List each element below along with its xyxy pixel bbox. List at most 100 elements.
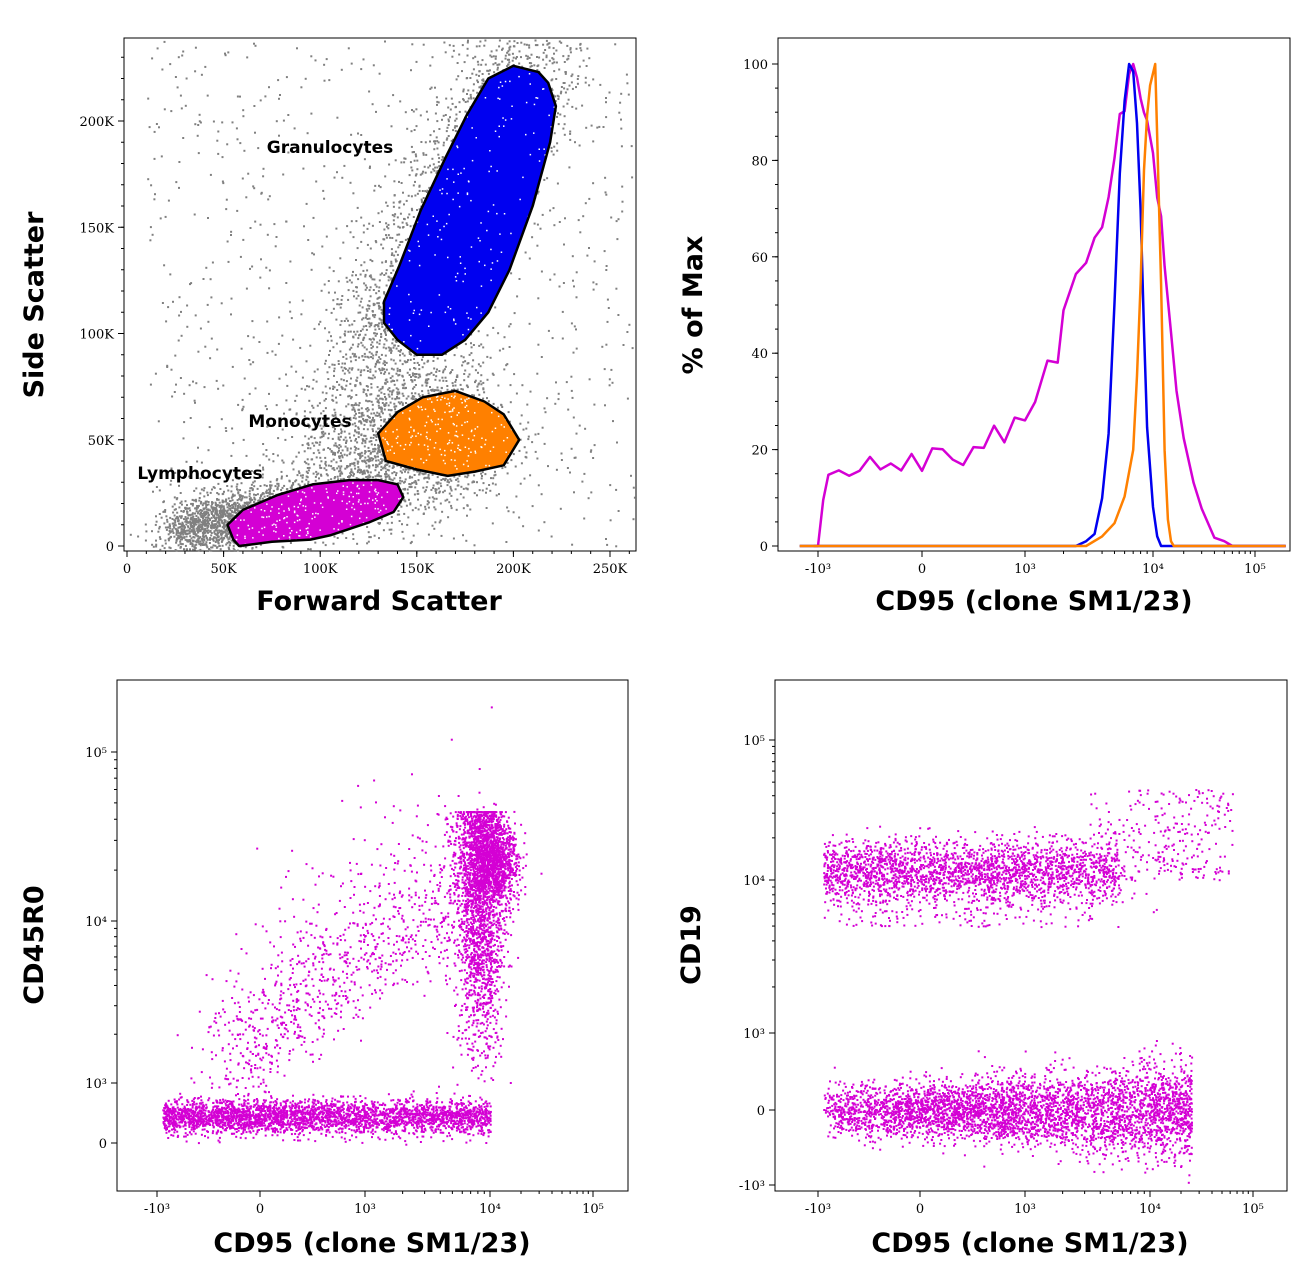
event-dot	[334, 476, 337, 478]
event-dot	[528, 46, 531, 49]
event-dot	[236, 506, 239, 509]
event-dot	[238, 498, 241, 501]
event-dot	[455, 125, 458, 128]
event-dot	[180, 510, 183, 513]
event-dot	[173, 519, 176, 522]
event-dot	[199, 540, 202, 543]
event-dot	[185, 539, 188, 542]
event-dot	[401, 352, 404, 355]
event-dot	[307, 437, 310, 440]
event-dot	[341, 369, 344, 372]
event-dot	[210, 526, 212, 529]
event-dot	[394, 250, 397, 253]
event-dot	[431, 388, 434, 391]
event-dot	[341, 454, 343, 457]
event-dot	[336, 298, 339, 301]
event-dot	[334, 452, 336, 455]
event-dot	[355, 297, 358, 300]
event-dot	[238, 510, 240, 513]
event-dot	[313, 444, 316, 447]
event-dot	[177, 544, 180, 547]
event-dot	[324, 544, 327, 547]
event-dot	[212, 506, 215, 509]
event-dot	[476, 481, 478, 484]
event-dot	[367, 376, 370, 379]
event-dot	[463, 379, 466, 382]
event-dot	[292, 483, 295, 486]
event-dot	[398, 520, 401, 522]
event-dot	[176, 497, 179, 500]
event-dot	[387, 462, 390, 465]
event-dot	[225, 498, 227, 501]
event-dot	[563, 82, 566, 84]
event-dot	[486, 334, 489, 337]
event-dot	[408, 213, 411, 216]
event-dot	[368, 466, 371, 469]
event-dot	[366, 400, 369, 403]
event-dot	[339, 478, 342, 481]
event-dot	[469, 93, 472, 96]
event-dot	[338, 457, 341, 459]
event-dot	[401, 523, 403, 526]
event-dot	[371, 408, 374, 411]
event-dot	[197, 529, 200, 531]
event-dot	[407, 359, 409, 362]
event-dot	[289, 486, 292, 489]
event-dot	[211, 501, 213, 504]
event-dot	[350, 377, 352, 380]
event-dot	[334, 291, 336, 294]
event-dot	[251, 489, 254, 492]
event-dot	[385, 470, 387, 473]
event-dot	[413, 129, 416, 131]
event-dot	[365, 437, 368, 440]
event-dot	[430, 488, 433, 491]
event-dot	[226, 509, 229, 512]
event-dot	[308, 466, 311, 469]
event-dot	[191, 504, 194, 507]
event-dot	[202, 521, 204, 524]
event-dot	[489, 489, 492, 492]
event-dot	[303, 483, 306, 486]
event-dot	[421, 356, 424, 358]
event-dot	[385, 222, 388, 225]
event-dot	[446, 479, 449, 482]
event-dot	[372, 416, 374, 419]
event-dot	[498, 493, 500, 496]
event-dot	[212, 510, 215, 513]
event-dot	[400, 505, 403, 508]
event-dot	[626, 82, 629, 85]
event-dot	[408, 483, 411, 485]
event-dot	[466, 93, 468, 95]
event-dot	[184, 531, 187, 534]
event-dot	[157, 530, 160, 533]
event-dot	[276, 488, 279, 491]
event-dot	[208, 522, 210, 525]
event-dot	[220, 529, 223, 532]
event-dot	[461, 388, 464, 391]
event-dot	[192, 527, 195, 530]
event-dot	[324, 456, 327, 459]
event-dot	[419, 471, 422, 474]
event-dot	[210, 534, 213, 537]
event-dot	[253, 501, 256, 504]
event-dot	[466, 476, 469, 479]
event-dot	[187, 539, 190, 542]
event-dot	[186, 507, 189, 510]
event-dot	[318, 451, 321, 454]
event-dot	[396, 391, 399, 394]
event-dot	[244, 546, 247, 549]
event-dot	[552, 47, 555, 50]
event-dot	[365, 325, 368, 327]
event-dot	[435, 375, 438, 378]
event-dot	[344, 445, 347, 448]
event-dot	[202, 519, 205, 522]
event-dot	[486, 355, 489, 358]
event-dot	[191, 512, 194, 515]
event-dot	[224, 509, 227, 512]
event-dot	[327, 479, 330, 482]
event-dot	[216, 492, 219, 494]
event-dot	[201, 504, 204, 507]
event-dot	[467, 39, 469, 42]
event-dot	[380, 321, 383, 324]
event-dot	[214, 541, 217, 543]
